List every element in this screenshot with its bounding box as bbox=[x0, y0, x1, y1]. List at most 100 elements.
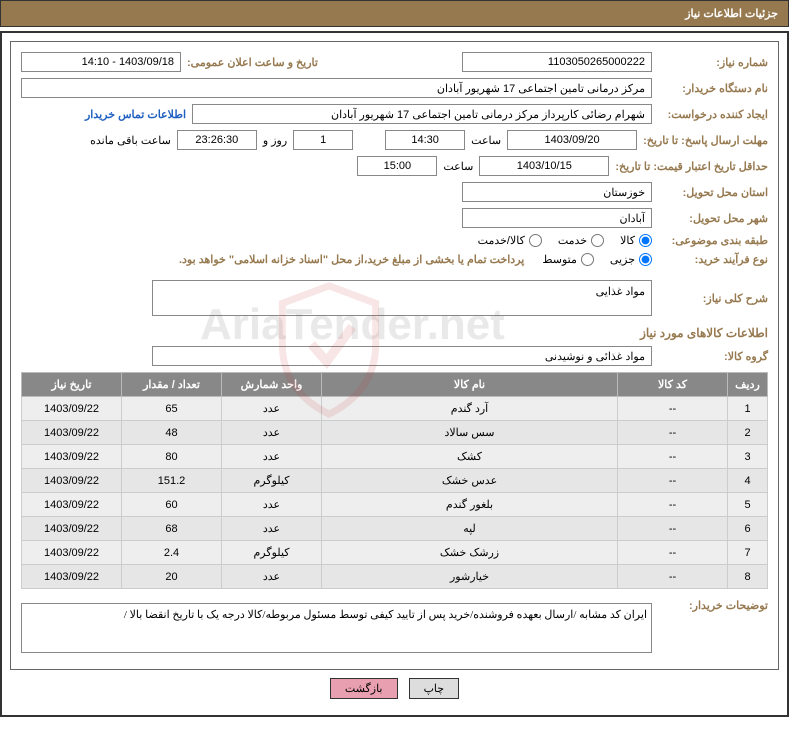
buy-note: پرداخت تمام یا بخشی از مبلغ خرید،از محل … bbox=[179, 253, 524, 266]
cell-date: 1403/09/22 bbox=[22, 445, 122, 469]
deadline-date: 1403/09/20 bbox=[507, 130, 637, 150]
cell-date: 1403/09/22 bbox=[22, 541, 122, 565]
cell-date: 1403/09/22 bbox=[22, 517, 122, 541]
cell-code: -- bbox=[618, 469, 728, 493]
print-button[interactable]: چاپ bbox=[409, 678, 460, 699]
cell-date: 1403/09/22 bbox=[22, 469, 122, 493]
city-value: آبادان bbox=[462, 208, 652, 228]
group-label: گروه کالا: bbox=[658, 350, 768, 363]
cell-code: -- bbox=[618, 541, 728, 565]
cell-name: زرشک خشک bbox=[322, 541, 618, 565]
table-row: 8--خیارشورعدد201403/09/22 bbox=[22, 565, 768, 589]
th-unit: واحد شمارش bbox=[222, 373, 322, 397]
cell-qty: 48 bbox=[122, 421, 222, 445]
cell-qty: 65 bbox=[122, 397, 222, 421]
cell-unit: عدد bbox=[222, 565, 322, 589]
province-label: استان محل تحویل: bbox=[658, 186, 768, 199]
validity-time: 15:00 bbox=[357, 156, 437, 176]
th-name: نام کالا bbox=[322, 373, 618, 397]
cell-name: سس سالاد bbox=[322, 421, 618, 445]
cell-name: کشک bbox=[322, 445, 618, 469]
time-label-1: ساعت bbox=[471, 134, 501, 147]
cell-qty: 60 bbox=[122, 493, 222, 517]
desc-label: شرح کلی نیاز: bbox=[658, 292, 768, 305]
cell-unit: عدد bbox=[222, 397, 322, 421]
table-row: 1--آرد گندمعدد651403/09/22 bbox=[22, 397, 768, 421]
radio-medium[interactable] bbox=[581, 253, 594, 266]
desc-value: مواد غذایی bbox=[152, 280, 652, 316]
cell-n: 5 bbox=[728, 493, 768, 517]
opt-partial: جزیی bbox=[610, 253, 635, 266]
buytype-label: نوع فرآیند خرید: bbox=[658, 253, 768, 266]
back-button[interactable]: بازگشت bbox=[330, 678, 398, 699]
cell-date: 1403/09/22 bbox=[22, 565, 122, 589]
cell-code: -- bbox=[618, 421, 728, 445]
time-label-2: ساعت bbox=[443, 160, 473, 173]
buyer-label: نام دستگاه خریدار: bbox=[658, 82, 768, 95]
cell-name: خیارشور bbox=[322, 565, 618, 589]
requester-label: ایجاد کننده درخواست: bbox=[658, 108, 768, 121]
radio-goods[interactable] bbox=[639, 234, 652, 247]
cell-date: 1403/09/22 bbox=[22, 493, 122, 517]
cell-code: -- bbox=[618, 493, 728, 517]
cell-date: 1403/09/22 bbox=[22, 397, 122, 421]
table-row: 2--سس سالادعدد481403/09/22 bbox=[22, 421, 768, 445]
table-row: 4--عدس خشککیلوگرم151.21403/09/22 bbox=[22, 469, 768, 493]
requester-value: شهرام رضائی کارپرداز مرکز درمانی تامین ا… bbox=[192, 104, 652, 124]
opt-service: خدمت bbox=[558, 234, 587, 247]
group-value: مواد غذائی و نوشیدنی bbox=[152, 346, 652, 366]
opt-medium: متوسط bbox=[542, 253, 577, 266]
cell-n: 4 bbox=[728, 469, 768, 493]
cell-name: عدس خشک bbox=[322, 469, 618, 493]
remain-label: ساعت باقی مانده bbox=[90, 134, 171, 147]
cell-qty: 20 bbox=[122, 565, 222, 589]
cell-n: 3 bbox=[728, 445, 768, 469]
days-value: 1 bbox=[293, 130, 353, 150]
cell-qty: 151.2 bbox=[122, 469, 222, 493]
cell-name: بلغور گندم bbox=[322, 493, 618, 517]
announce-label: تاریخ و ساعت اعلان عمومی: bbox=[187, 56, 318, 69]
need-no-value: 1103050265000222 bbox=[462, 52, 652, 72]
cell-unit: کیلوگرم bbox=[222, 469, 322, 493]
th-date: تاریخ نیاز bbox=[22, 373, 122, 397]
cell-date: 1403/09/22 bbox=[22, 421, 122, 445]
need-no-label: شماره نیاز: bbox=[658, 56, 768, 69]
goods-table: ردیف کد کالا نام کالا واحد شمارش تعداد /… bbox=[21, 372, 768, 589]
opt-both: کالا/خدمت bbox=[478, 234, 525, 247]
validity-label: حداقل تاریخ اعتبار قیمت: تا تاریخ: bbox=[615, 160, 768, 173]
province-value: خوزستان bbox=[462, 182, 652, 202]
cell-qty: 80 bbox=[122, 445, 222, 469]
table-row: 5--بلغور گندمعدد601403/09/22 bbox=[22, 493, 768, 517]
goods-section-title: اطلاعات کالاهای مورد نیاز bbox=[21, 326, 768, 340]
cell-code: -- bbox=[618, 445, 728, 469]
cell-code: -- bbox=[618, 397, 728, 421]
contact-link[interactable]: اطلاعات تماس خریدار bbox=[85, 108, 186, 121]
deadline-time: 14:30 bbox=[385, 130, 465, 150]
cell-unit: کیلوگرم bbox=[222, 541, 322, 565]
radio-service[interactable] bbox=[591, 234, 604, 247]
city-label: شهر محل تحویل: bbox=[658, 212, 768, 225]
opt-goods: کالا bbox=[620, 234, 635, 247]
countdown-value: 23:26:30 bbox=[177, 130, 257, 150]
days-label: روز و bbox=[263, 134, 287, 147]
cell-code: -- bbox=[618, 565, 728, 589]
announce-value: 1403/09/18 - 14:10 bbox=[21, 52, 181, 72]
panel-header: جزئیات اطلاعات نیاز bbox=[0, 0, 789, 27]
table-row: 6--لپهعدد681403/09/22 bbox=[22, 517, 768, 541]
cell-unit: عدد bbox=[222, 493, 322, 517]
th-qty: تعداد / مقدار bbox=[122, 373, 222, 397]
category-label: طبقه بندی موضوعی: bbox=[658, 234, 768, 247]
radio-both[interactable] bbox=[529, 234, 542, 247]
cell-n: 2 bbox=[728, 421, 768, 445]
notes-label: توضیحات خریدار: bbox=[658, 599, 768, 612]
cell-name: آرد گندم bbox=[322, 397, 618, 421]
radio-partial[interactable] bbox=[639, 253, 652, 266]
buyer-value: مرکز درمانی تامین اجتماعی 17 شهریور آباد… bbox=[21, 78, 652, 98]
table-row: 3--کشکعدد801403/09/22 bbox=[22, 445, 768, 469]
th-row: ردیف bbox=[728, 373, 768, 397]
cell-unit: عدد bbox=[222, 517, 322, 541]
table-row: 7--زرشک خشککیلوگرم2.41403/09/22 bbox=[22, 541, 768, 565]
cell-n: 7 bbox=[728, 541, 768, 565]
notes-textarea[interactable] bbox=[21, 603, 652, 653]
deadline-label: مهلت ارسال پاسخ: تا تاریخ: bbox=[643, 134, 768, 147]
